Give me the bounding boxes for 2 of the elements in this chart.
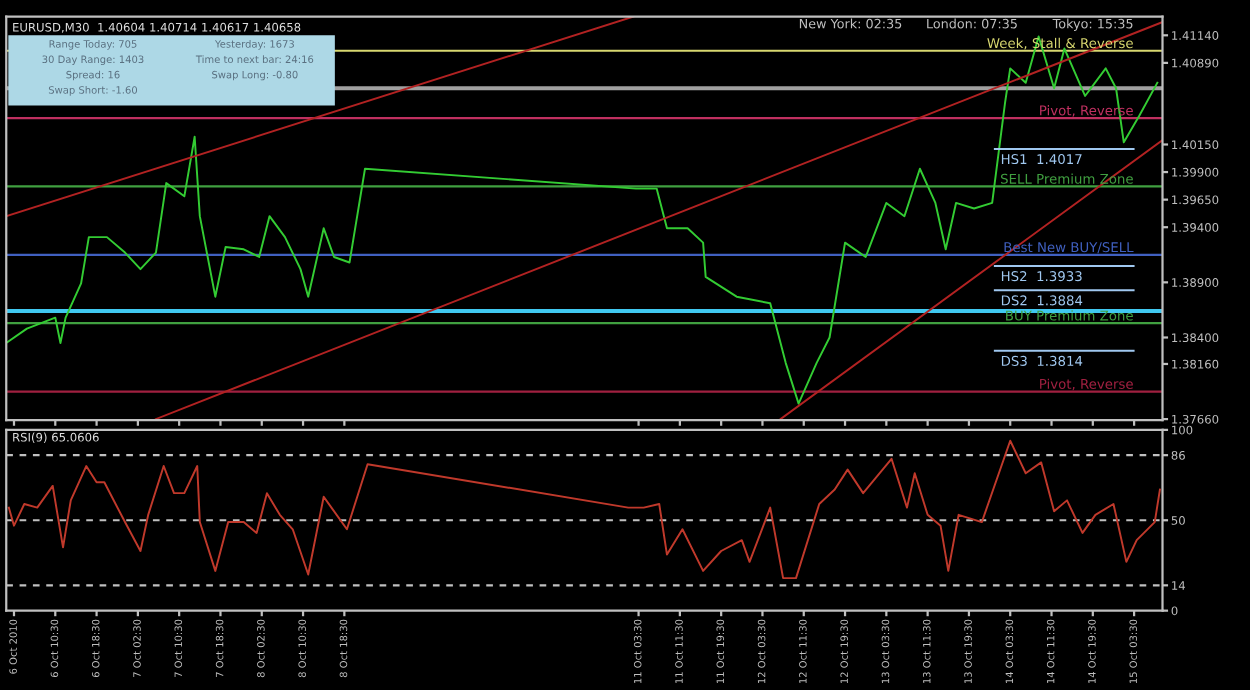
line-series <box>6 35 1159 405</box>
line-series <box>7 439 1161 580</box>
